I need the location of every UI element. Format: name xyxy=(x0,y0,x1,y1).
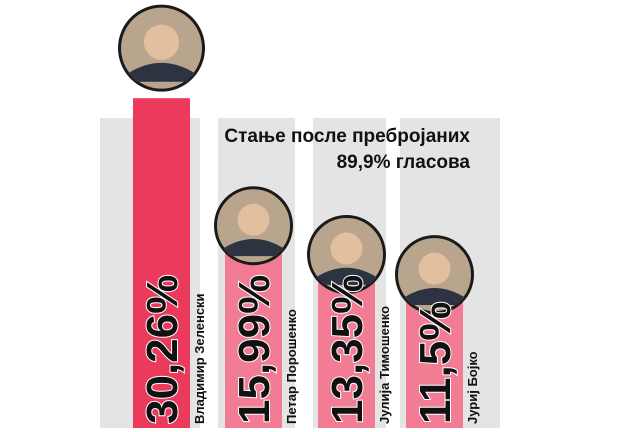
category-label: Владимир Зеленски xyxy=(192,293,207,424)
bar xyxy=(406,302,463,428)
category-label: Петар Порошенко xyxy=(284,309,299,424)
bar xyxy=(133,98,190,428)
category-label: Јуриј Бојко xyxy=(465,351,480,424)
gap xyxy=(200,118,218,428)
photo-suit xyxy=(223,239,284,257)
gap xyxy=(386,118,400,428)
photo-suit xyxy=(404,287,465,306)
bar xyxy=(318,282,375,428)
value-label: 15,99% xyxy=(230,275,279,424)
category-label: Јулија Тимошенко xyxy=(377,306,392,424)
photo-face xyxy=(418,252,451,285)
gap xyxy=(295,118,313,428)
photo-suit xyxy=(127,62,196,82)
photo-face xyxy=(143,24,180,60)
bar xyxy=(225,253,282,428)
photo-face xyxy=(330,232,363,265)
photo-face xyxy=(237,203,270,236)
value-label: 13,35% xyxy=(323,275,372,424)
chart-title: 89,9% гласова xyxy=(337,152,471,173)
value-label: 11,5% xyxy=(411,302,460,424)
value-label: 30,26% xyxy=(138,275,187,424)
photo-suit xyxy=(316,267,377,285)
chart-title: Стање после пребројаних xyxy=(224,126,470,147)
